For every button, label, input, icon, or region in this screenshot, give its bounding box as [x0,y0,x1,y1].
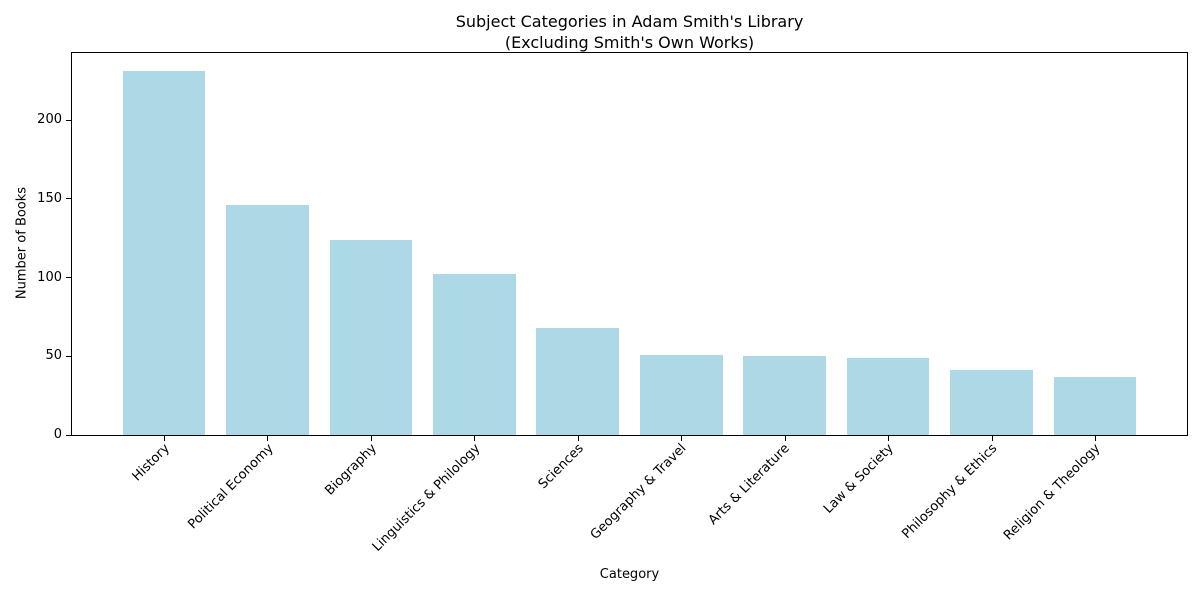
y-tick-50 [66,355,71,357]
y-tick-100 [66,277,71,279]
x-tick-label-philosophy-ethics: Philosophy & Ethics [899,441,1001,542]
y-tick-label-150: 150 [37,190,62,206]
x-tick-biography [370,436,372,441]
x-tick-arts-literature [784,436,786,441]
bar-linguistics-philology [432,274,516,435]
x-tick-label-biography: Biography [322,441,380,499]
chart-title: Subject Categories in Adam Smith's Libra… [455,12,804,52]
y-tick-label-50: 50 [45,348,62,364]
x-tick-label-linguistics-philology: Linguistics & Philology [369,441,483,555]
x-tick-history [164,436,166,441]
x-tick-philosophy-ethics [991,436,993,441]
bar-law-society [846,357,930,435]
y-tick-200 [66,119,71,121]
x-tick-geography-travel [681,436,683,441]
x-axis-label: Category [599,567,660,582]
x-tick-label-law-society: Law & Society [821,441,897,517]
x-tick-label-geography-travel: Geography & Travel [588,441,690,543]
x-tick-religion-theology [1094,436,1096,441]
bar-geography-travel [639,354,723,435]
x-tick-label-religion-theology: Religion & Theology [1001,441,1104,544]
y-tick-label-200: 200 [37,112,62,128]
y-tick-label-0: 0 [53,427,62,442]
y-axis-label: Number of Books [14,186,30,300]
bar-arts-literature [743,356,826,435]
y-tick-150 [66,198,71,200]
y-tick-label-100: 100 [37,269,62,285]
bar-political-economy [226,205,309,435]
x-tick-label-arts-literature: Arts & Literature [706,441,794,529]
bar-philosophy-ethics [950,370,1033,435]
x-tick-label-history: History [129,441,173,485]
x-tick-linguistics-philology [474,436,476,441]
bar-religion-theology [1053,376,1137,435]
x-tick-label-sciences: Sciences [535,441,587,493]
plot-area: History Political Economy Biography Linguis… [37,52,1188,555]
x-tick-law-society [888,436,890,441]
bar-biography [329,239,413,435]
x-tick-sciences [577,436,579,441]
x-tick-political-economy [267,436,269,441]
bar-history [122,71,206,435]
y-tick-0 [66,434,71,436]
bar-sciences [536,327,620,435]
x-tick-label-political-economy: Political Economy [184,441,277,533]
